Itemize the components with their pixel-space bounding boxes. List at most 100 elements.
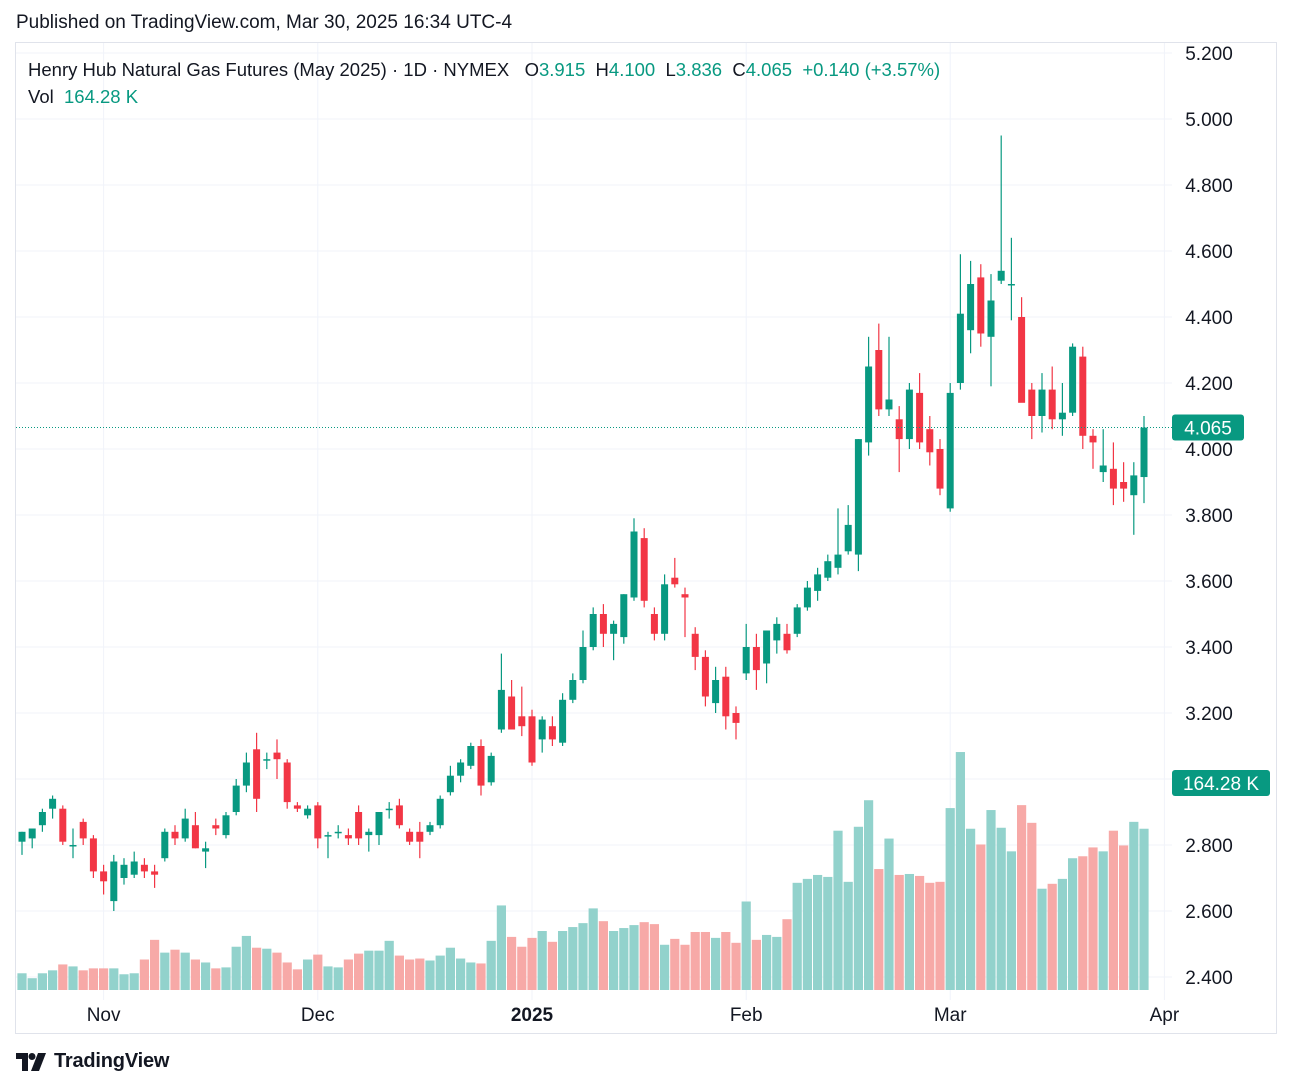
candle-body [814,574,822,591]
volume-bar [588,908,598,990]
change-value: +0.140 (+3.57%) [802,59,941,80]
volume-bar [792,882,802,990]
volume-bar [874,869,884,990]
candle-body [589,614,597,647]
volume-bar [1006,851,1016,990]
y-tick-label: 4.200 [1185,374,1233,395]
candle-body [599,614,607,634]
volume-bar [435,955,445,990]
y-tick-label: 4.600 [1185,242,1233,263]
candle-body [742,647,750,674]
candle-body [79,821,87,839]
price-axis[interactable]: 5.200 5.000 4.800 4.600 4.400 4.200 4.000 3.800… [1185,44,1233,989]
volume-bar [1027,822,1037,990]
open-label: O [524,59,539,80]
candle-body [59,808,67,842]
volume-bar [772,936,782,990]
volume-bar [966,828,976,990]
volume-bar [802,878,812,990]
volume-bar [252,947,262,990]
volume-bar [996,827,1006,990]
volume-bar [78,970,88,990]
volume-bar [109,968,119,990]
low-label: L [665,59,676,80]
candle-body [89,838,97,872]
candle-body [406,831,414,842]
candle-body [1089,435,1097,443]
volume-bar [731,942,741,990]
y-tick-label: 5.200 [1185,44,1233,65]
candle-body [487,755,495,783]
candle-body [375,812,383,836]
volume-bar [303,959,313,990]
candle-body [956,313,964,383]
candle-body [916,392,924,443]
candle-body [222,815,230,836]
candle-body [559,699,567,743]
volume-bar [384,940,394,990]
y-tick-label: 4.800 [1185,176,1233,197]
volume-bar [139,959,149,990]
volume-bar [17,973,27,990]
candle-body [701,656,709,697]
candle-body [242,762,250,786]
volume-bars [17,752,1149,990]
y-tick-label: 3.600 [1185,572,1233,593]
close-value: 4.065 [745,59,793,80]
time-axis[interactable]: Nov Dec 2025 Feb Mar Apr [87,1005,1180,1026]
candle-body [967,284,975,331]
high-value: 4.100 [608,59,656,80]
candle-body [712,680,720,704]
volume-bar [700,931,710,990]
x-tick-label: Apr [1150,1005,1180,1026]
candle-body [202,848,210,852]
y-tick-label: 2.800 [1185,836,1233,857]
volume-bar [547,941,557,990]
candle-body [263,759,271,761]
volume-bar [1108,830,1118,990]
candle-body [752,647,760,671]
volume-bar [915,875,925,990]
volume-bar [690,931,700,990]
volume-bar [1057,878,1067,990]
price-tag: 4.065 [1172,414,1244,441]
candle-body [395,805,403,826]
volume-bar [354,953,364,990]
candle-body [610,623,618,634]
candle-body [926,429,934,453]
tradingview-logo-icon [16,1052,46,1071]
volume-bar [486,940,496,990]
tradingview-logo[interactable]: TradingView [16,1050,169,1073]
candle-body [681,594,689,598]
volume-bar [639,922,649,990]
open-value: 3.915 [538,59,586,80]
volume-bar [751,939,761,990]
volume-bar [129,973,139,990]
volume-bar [649,924,659,990]
candle-body [650,614,658,634]
volume-bar [119,974,129,990]
volume-bar [190,959,200,990]
volume-bar [741,901,751,990]
candle-body [181,818,189,839]
volume-bar [660,944,670,990]
volume-bar [323,966,333,990]
candle-body [722,676,730,717]
volume-bar [945,808,955,990]
volume-bar [160,952,170,990]
volume-bar [496,905,506,990]
candle-body [569,680,577,700]
volume-bar [527,937,537,990]
volume-tag: 164.28 K [1172,770,1270,796]
volume-bar [721,931,731,990]
volume-bar [313,954,323,990]
price-tag-label: 4.065 [1184,419,1232,440]
price-candles [18,135,1148,911]
volume-bar [282,962,292,990]
volume-bar [241,935,251,990]
chart-frame[interactable] [15,42,1277,1034]
volume-value: 164.28 K [64,86,139,107]
candle-body [640,538,648,601]
volume-bar [1017,805,1027,990]
